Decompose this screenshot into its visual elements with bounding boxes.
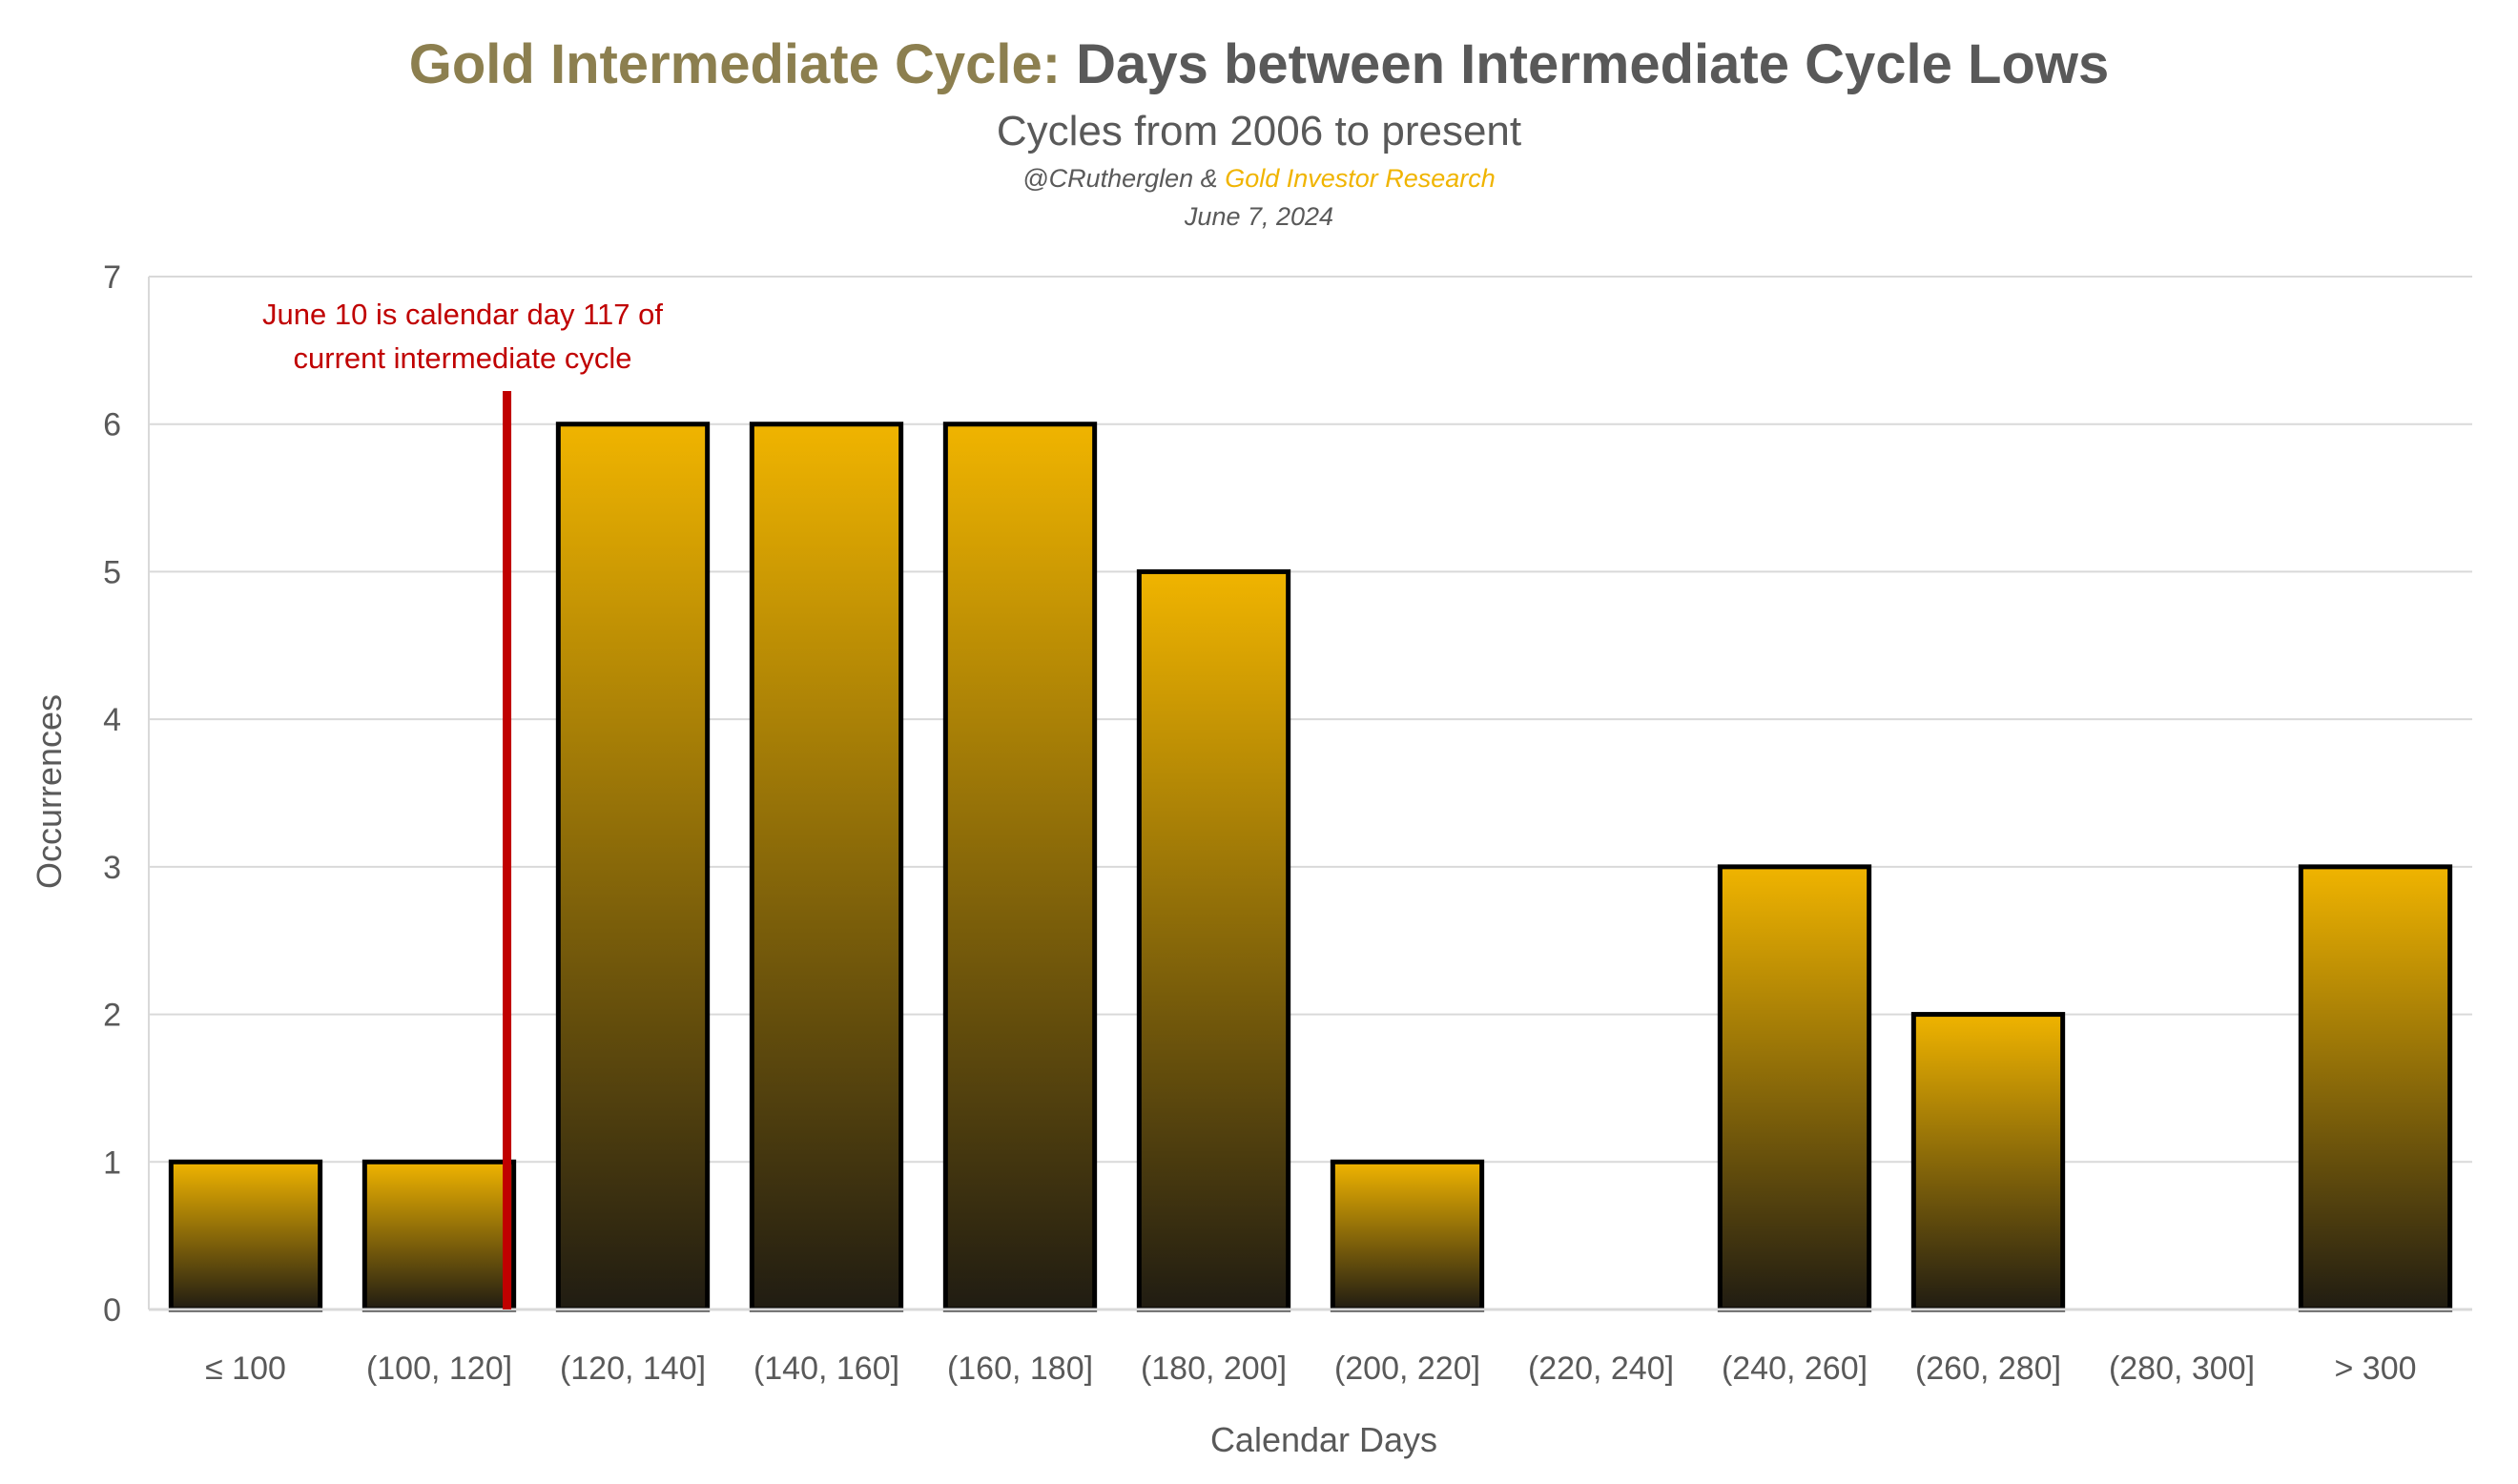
y-tick-label: 3 (103, 850, 121, 886)
bar (2298, 864, 2453, 1312)
x-tick-label: (160, 180] (947, 1350, 1093, 1387)
x-axis-label: Calendar Days (1210, 1420, 1437, 1459)
x-tick-label: (200, 220] (1334, 1350, 1480, 1387)
y-tick-label: 5 (103, 554, 121, 590)
y-tick-label: 1 (103, 1144, 121, 1181)
axes: 0 1 2 3 4 5 6 7 ≤ 100 (100, 120] (120, 140] (140, 1… (103, 259, 2472, 1387)
bar (168, 1159, 323, 1312)
bar (1136, 568, 1291, 1312)
x-tick-label: (180, 200] (1141, 1350, 1287, 1387)
x-tick-label: (100, 120] (366, 1350, 512, 1387)
x-tick-label: > 300 (2334, 1350, 2416, 1387)
bar (749, 422, 904, 1312)
annotation: June 10 is calendar day 117 of current i… (262, 298, 663, 1309)
y-tick-label: 6 (103, 407, 121, 443)
y-tick-label: 0 (103, 1292, 121, 1329)
y-tick-label: 7 (103, 259, 121, 296)
chart-date: June 7, 2024 (1184, 202, 1333, 231)
chart-subtitle: Cycles from 2006 to present (997, 108, 1521, 155)
bar (1910, 1012, 2066, 1312)
annotation-text-line1: June 10 is calendar day 117 of (262, 298, 663, 331)
credit-highlight: Gold Investor Research (1225, 164, 1496, 193)
x-tick-label: (240, 260] (1722, 1350, 1868, 1387)
y-axis-label: Occurrences (30, 694, 69, 889)
x-tick-label: (140, 160] (753, 1350, 899, 1387)
chart-credit: @CRutherglen & Gold Investor Research (1022, 164, 1496, 193)
annotation-text-line2: current intermediate cycle (294, 341, 632, 375)
x-tick-label: (260, 280] (1915, 1350, 2061, 1387)
chart-title: Gold Intermediate Cycle: Days between In… (409, 33, 2109, 95)
y-tick-label: 2 (103, 998, 121, 1034)
bar (361, 1159, 517, 1312)
gridlines (149, 276, 2472, 1164)
x-tick-label: (220, 240] (1528, 1350, 1674, 1387)
y-tick-label: 4 (103, 702, 121, 738)
x-tick-label: (280, 300] (2109, 1350, 2255, 1387)
credit-prefix: @CRutherglen & (1022, 164, 1218, 193)
x-tick-label: (120, 140] (560, 1350, 706, 1387)
bar (555, 422, 711, 1312)
bar (942, 422, 1098, 1312)
bar (1330, 1159, 1485, 1312)
bars (168, 422, 2453, 1312)
bar (1717, 864, 1872, 1312)
chart-title-part2: Days between Intermediate Cycle Lows (1076, 33, 2109, 95)
chart-title-part1: Gold Intermediate Cycle: (409, 33, 1061, 95)
x-tick-label: ≤ 100 (205, 1350, 286, 1387)
